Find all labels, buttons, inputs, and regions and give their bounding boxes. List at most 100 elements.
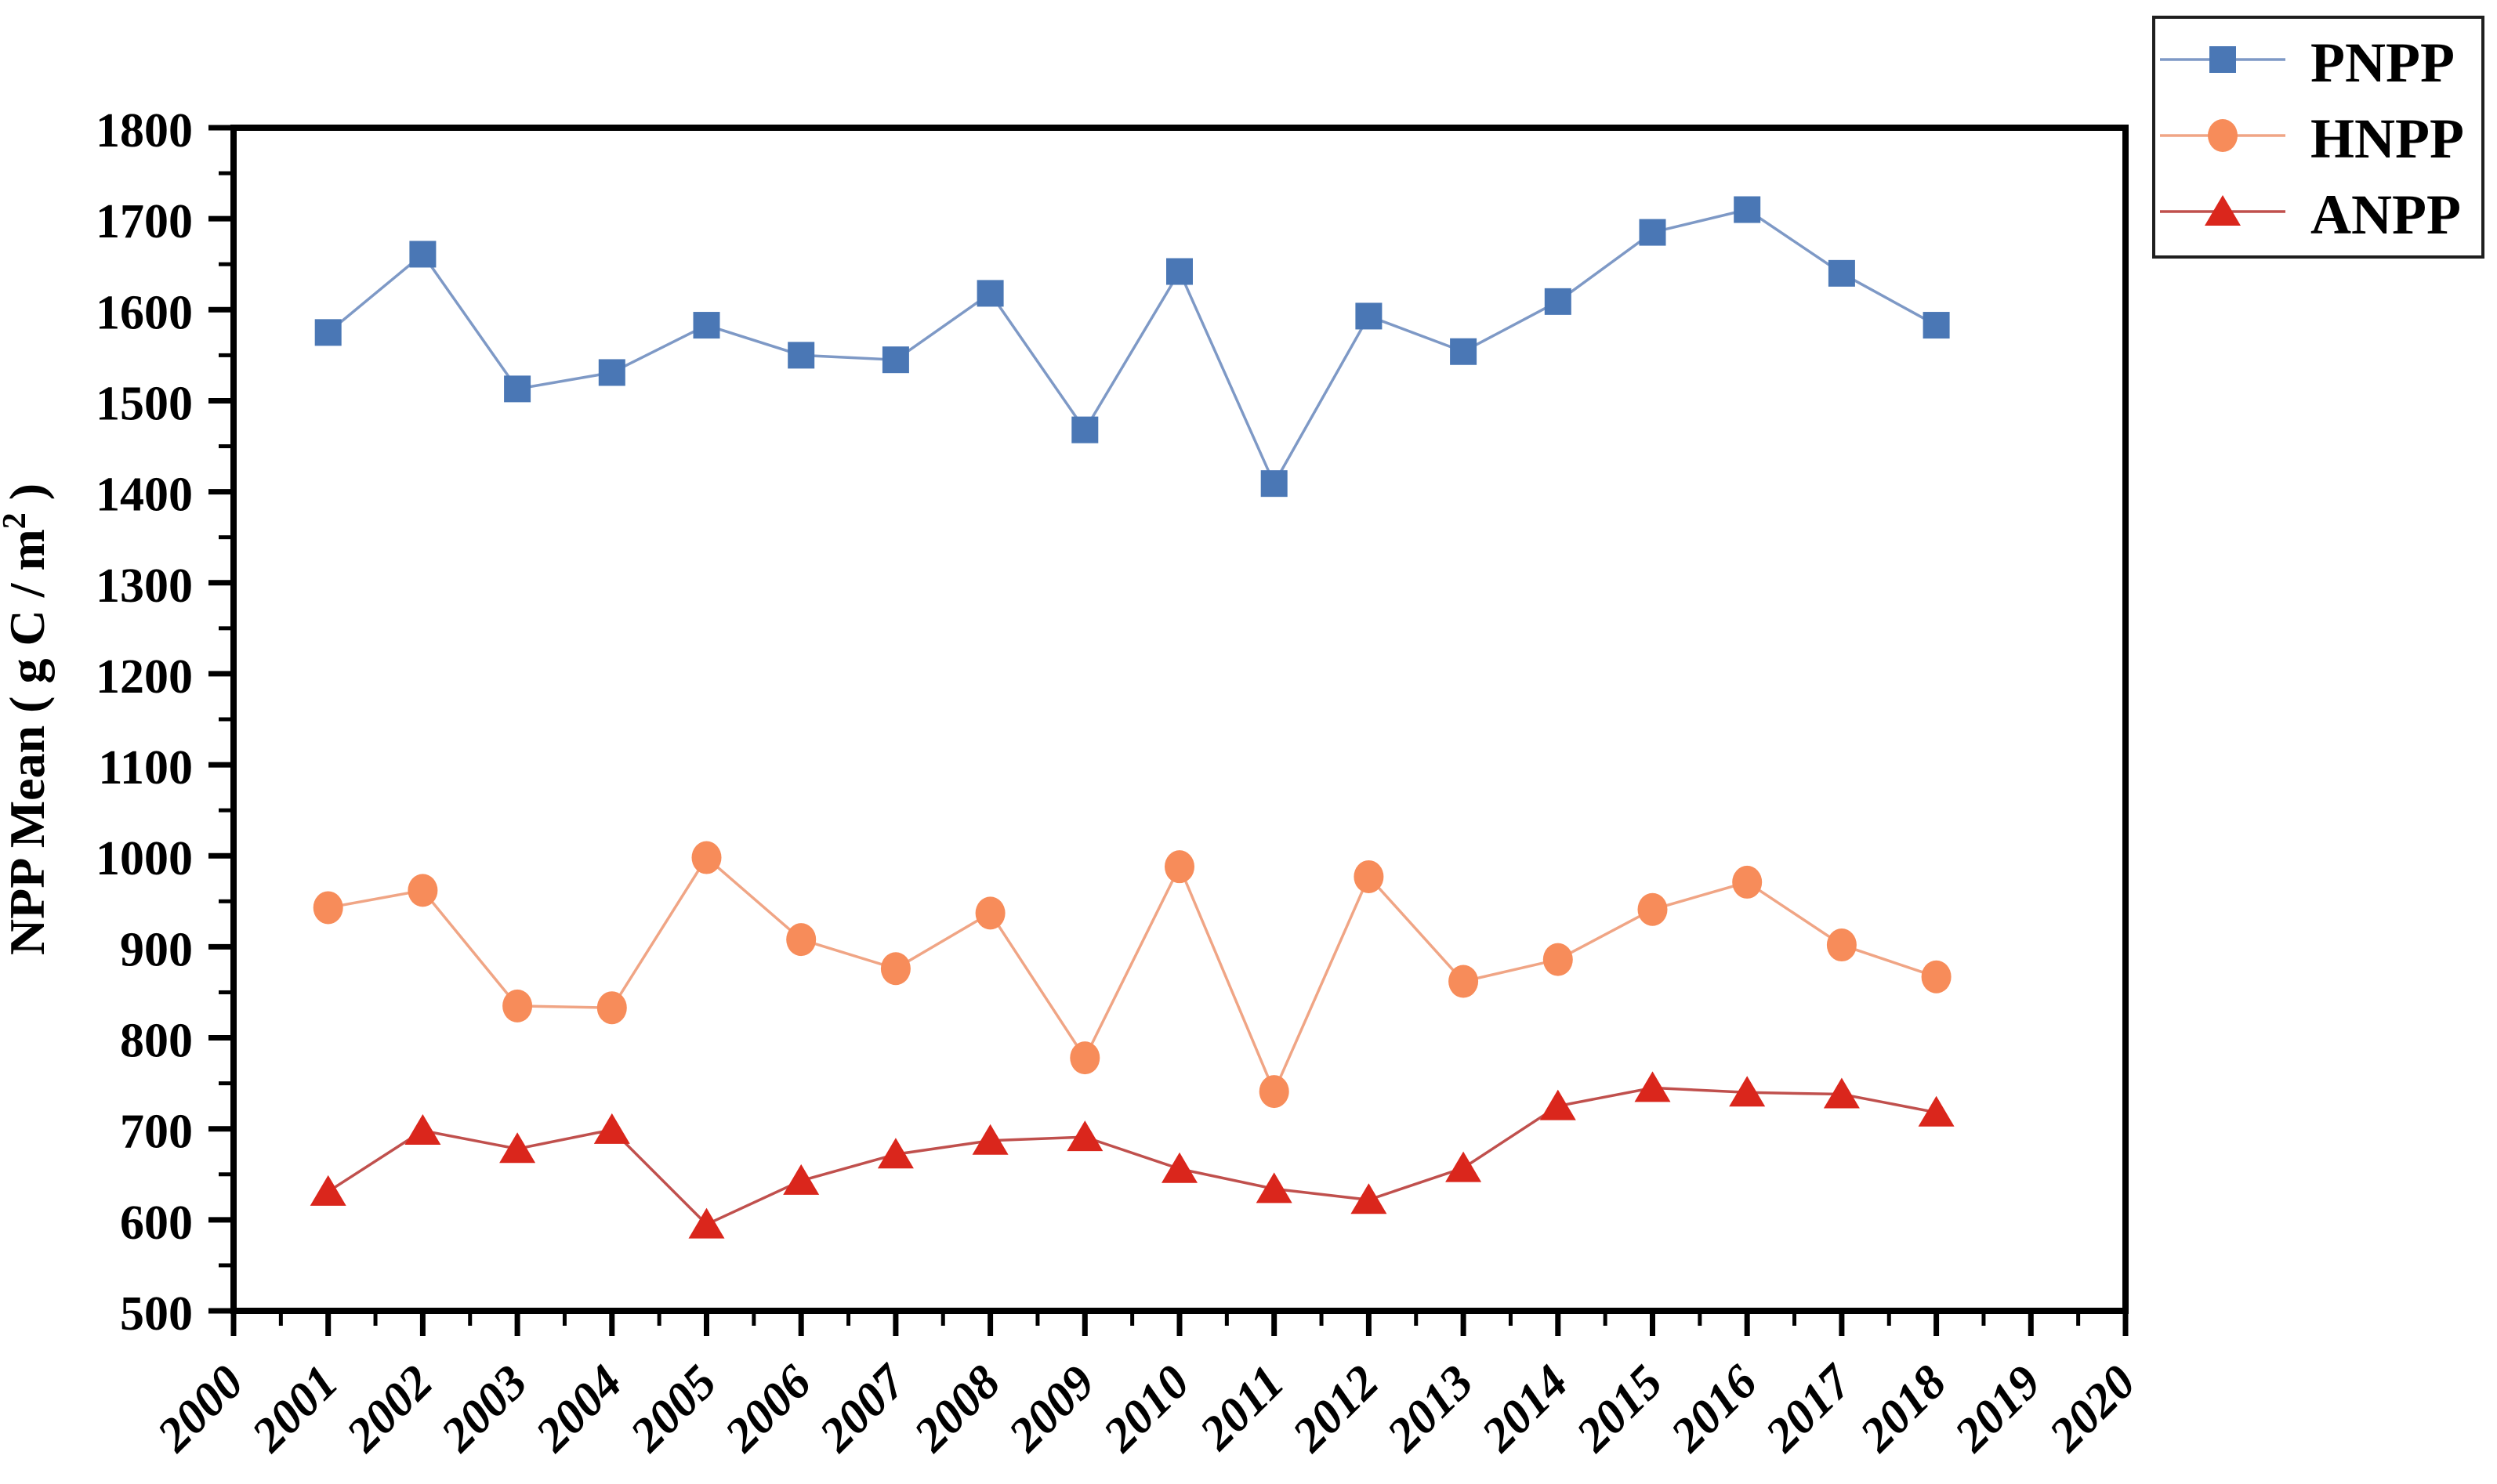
anpp-point-2005 <box>688 1207 725 1239</box>
legend-label: PNPP <box>2310 31 2455 94</box>
hnpp-point-2017 <box>1826 928 1857 962</box>
pnpp-point-2001 <box>314 319 342 346</box>
x-tick-label: 2004 <box>525 1356 632 1462</box>
x-tick-label: 2006 <box>715 1356 821 1462</box>
hnpp-point-2014 <box>1542 943 1573 976</box>
x-tick-label: 2002 <box>336 1356 443 1462</box>
legend-item-anpp: ANPP <box>2160 183 2461 246</box>
series-hnpp <box>313 841 1952 1109</box>
series-line-hnpp <box>328 855 1937 1095</box>
x-tick-label: 2015 <box>1566 1356 1673 1462</box>
y-axis: 500 600 700 800 900 1000 1100 1200 1300 1400 1500 1… <box>96 104 230 1341</box>
x-tick-label: 2000 <box>147 1356 253 1462</box>
legend: PNPP HNPP ANPP <box>2152 16 2484 259</box>
hnpp-point-2003 <box>502 989 533 1023</box>
y-tick-label: 1100 <box>98 741 193 794</box>
anpp-point-2011 <box>1256 1172 1292 1203</box>
x-tick-label: 2013 <box>1377 1356 1484 1462</box>
x-tick-label: 2017 <box>1755 1354 1864 1463</box>
x-tick-label: 2009 <box>998 1356 1105 1462</box>
pnpp-point-2010 <box>1166 258 1193 285</box>
series-anpp <box>310 1071 1955 1239</box>
hnpp-point-2011 <box>1259 1075 1289 1109</box>
legend-triangle-icon <box>2205 195 2241 226</box>
legend-circle-icon <box>2208 119 2238 152</box>
anpp-point-2002 <box>404 1114 441 1146</box>
anpp-point-2018 <box>1918 1095 1955 1127</box>
anpp-point-2013 <box>1445 1151 1482 1182</box>
y-tick-label: 1500 <box>96 377 193 430</box>
x-tick-label: 2012 <box>1282 1356 1389 1462</box>
hnpp-point-2018 <box>1921 960 1952 994</box>
pnpp-point-2012 <box>1355 302 1383 330</box>
x-axis: 2000200120022003200420052006200720082009… <box>147 1314 2146 1463</box>
anpp-point-2008 <box>972 1124 1009 1155</box>
hnpp-point-2016 <box>1732 865 1763 899</box>
y-tick-label: 1000 <box>96 832 193 885</box>
x-tick-label: 2018 <box>1850 1356 1956 1462</box>
pnpp-point-2002 <box>409 241 437 268</box>
legend-label: ANPP <box>2310 183 2461 246</box>
y-tick-label: 900 <box>120 923 193 976</box>
hnpp-point-2001 <box>313 891 343 925</box>
x-tick-label: 2010 <box>1093 1356 1199 1462</box>
anpp-point-2014 <box>1539 1089 1576 1120</box>
series-pnpp <box>314 196 1950 498</box>
legend-square-icon <box>2209 46 2236 73</box>
legend-label: HNPP <box>2310 107 2464 170</box>
x-tick-label: 2014 <box>1471 1356 1578 1462</box>
plot-frame <box>230 125 2129 1314</box>
anpp-point-2003 <box>499 1132 536 1164</box>
hnpp-point-2012 <box>1354 860 1384 893</box>
hnpp-point-2008 <box>975 896 1006 930</box>
hnpp-point-2004 <box>596 991 627 1025</box>
x-tick-label: 2007 <box>809 1354 918 1463</box>
y-tick-label: 600 <box>120 1196 193 1250</box>
pnpp-point-2008 <box>977 280 1004 307</box>
anpp-point-2004 <box>593 1113 630 1144</box>
anpp-point-2012 <box>1350 1183 1387 1214</box>
y-tick-label: 1400 <box>96 469 193 522</box>
pnpp-point-2016 <box>1734 196 1761 223</box>
series-line-pnpp <box>327 208 1937 487</box>
hnpp-point-2009 <box>1070 1041 1100 1075</box>
anpp-point-2016 <box>1729 1076 1766 1107</box>
pnpp-point-2005 <box>693 312 720 339</box>
anpp-point-2001 <box>310 1175 346 1206</box>
legend-item-pnpp: PNPP <box>2160 31 2455 94</box>
x-tick-label: 2011 <box>1190 1356 1295 1460</box>
y-axis-title: NPP Mean ( g C / m2 ) <box>0 483 55 955</box>
y-tick-label: 500 <box>120 1287 193 1341</box>
pnpp-point-2003 <box>504 375 531 403</box>
pnpp-point-2006 <box>788 342 815 369</box>
y-tick-label: 1700 <box>96 195 193 248</box>
y-tick-label: 1300 <box>96 559 193 613</box>
y-tick-label: 1800 <box>96 104 193 157</box>
x-tick-label: 2008 <box>904 1356 1010 1462</box>
pnpp-point-2013 <box>1450 338 1477 365</box>
y-tick-label: 1200 <box>96 650 193 704</box>
x-tick-label: 2019 <box>1944 1356 2051 1462</box>
pnpp-point-2007 <box>882 346 909 374</box>
pnpp-point-2009 <box>1071 416 1099 443</box>
hnpp-point-2015 <box>1637 892 1668 926</box>
hnpp-point-2013 <box>1448 965 1479 998</box>
y-tick-label: 1600 <box>96 286 193 339</box>
x-tick-label: 2005 <box>620 1356 727 1462</box>
series-line-anpp <box>327 1086 1937 1226</box>
x-tick-label: 2003 <box>431 1356 538 1462</box>
anpp-point-2015 <box>1634 1071 1671 1102</box>
x-tick-label: 2020 <box>2039 1356 2145 1462</box>
anpp-point-2017 <box>1823 1077 1860 1109</box>
hnpp-point-2002 <box>408 874 438 907</box>
pnpp-point-2004 <box>598 359 625 386</box>
hnpp-point-2005 <box>691 841 722 874</box>
anpp-point-2006 <box>783 1164 820 1195</box>
hnpp-point-2010 <box>1165 850 1194 884</box>
x-tick-label: 2016 <box>1661 1356 1767 1462</box>
pnpp-point-2018 <box>1923 312 1950 339</box>
anpp-point-2009 <box>1067 1120 1104 1152</box>
legend-item-hnpp: HNPP <box>2160 107 2464 170</box>
